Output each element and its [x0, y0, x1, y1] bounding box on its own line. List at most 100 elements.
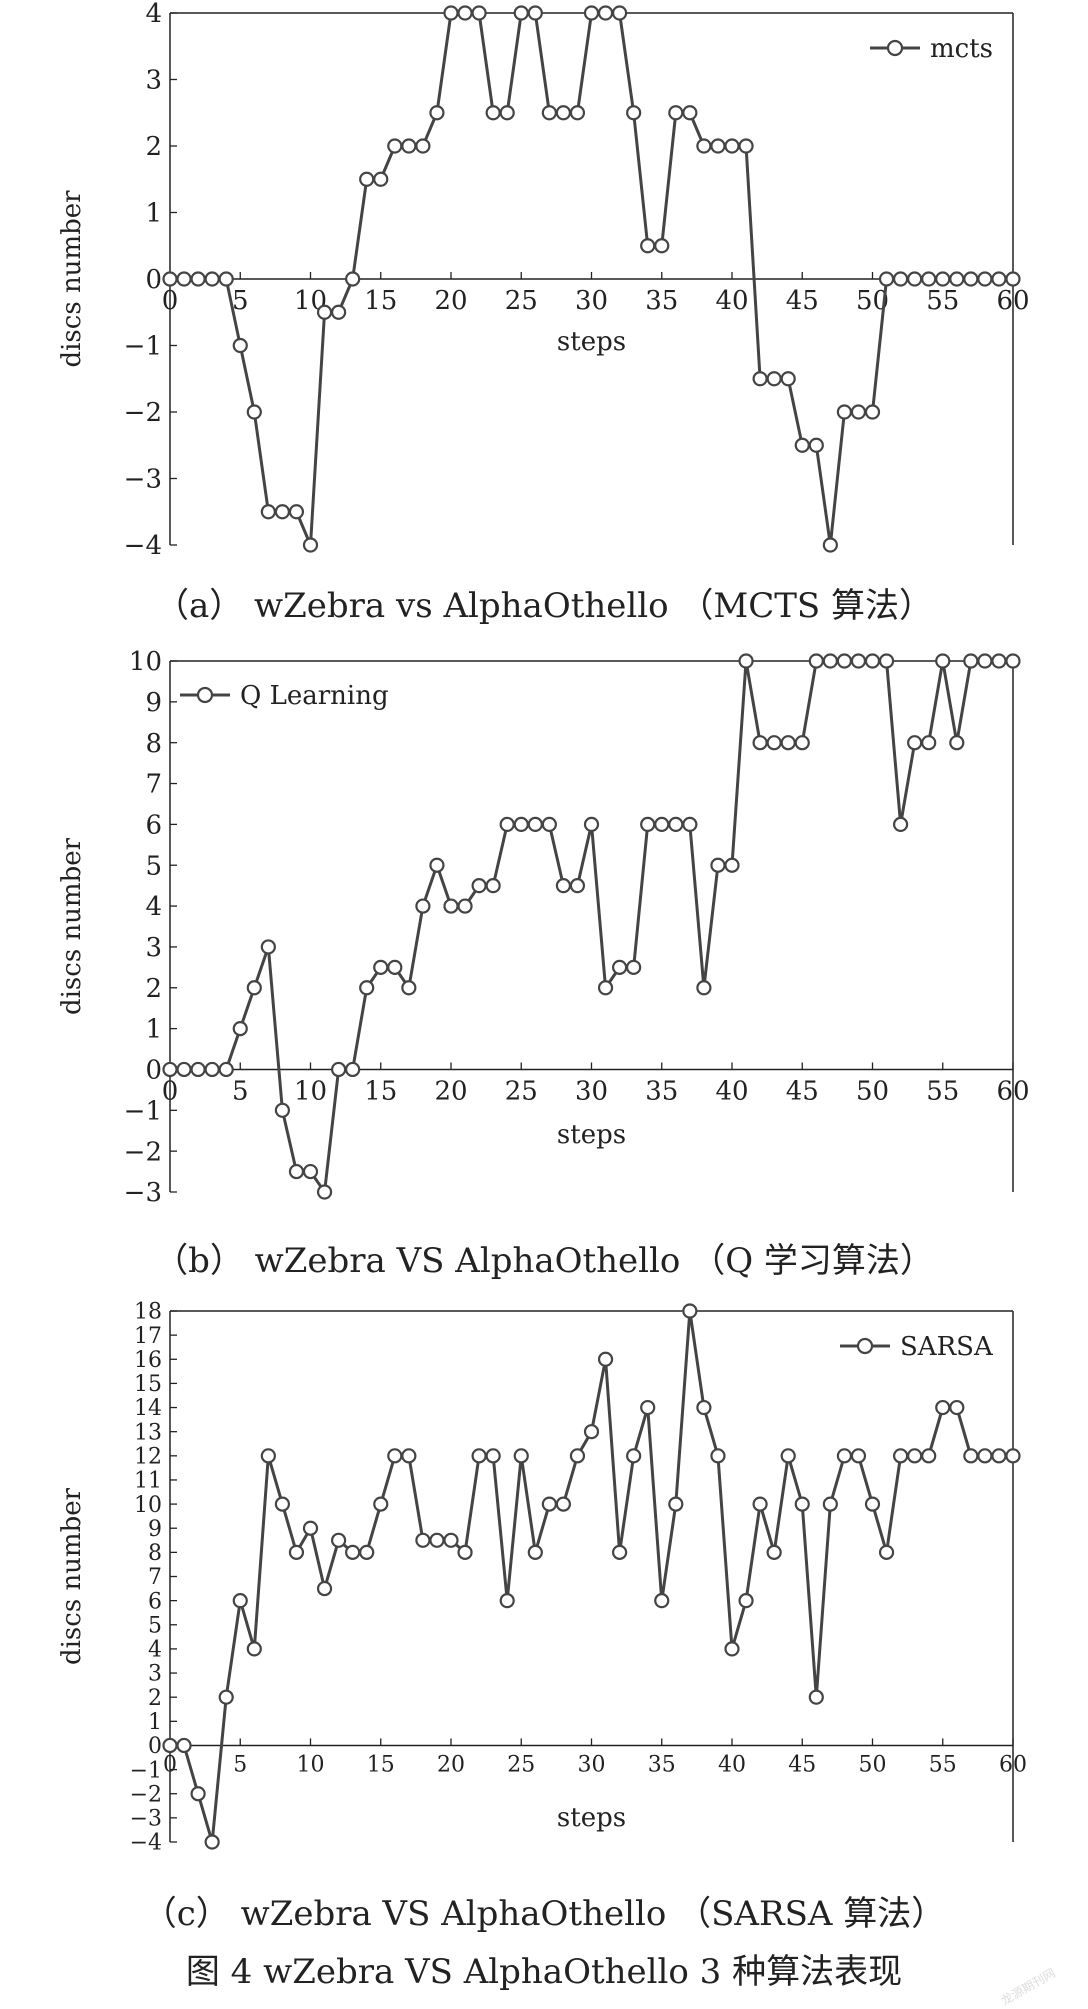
y-tick-label: 3 — [145, 66, 162, 96]
data-point — [808, 437, 824, 453]
data-point — [331, 1061, 347, 1078]
data-point — [513, 816, 529, 832]
data-point — [583, 1424, 600, 1440]
x-tick-label: 55 — [929, 1752, 957, 1777]
data-point — [794, 1496, 810, 1512]
data-point — [949, 1399, 965, 1416]
y-tick-label: 1 — [148, 1710, 162, 1735]
y-tick-label: 7 — [145, 770, 162, 800]
y-tick-label: −2 — [130, 1782, 162, 1807]
x-tick-label: 40 — [715, 1076, 748, 1106]
data-point — [541, 1496, 557, 1512]
y-tick-label: 6 — [148, 1589, 162, 1614]
data-point — [878, 1544, 895, 1560]
data-point — [668, 105, 684, 121]
data-point — [696, 1399, 712, 1416]
x-tick-label: 0 — [163, 1752, 177, 1777]
y-tick-label: 10 — [134, 1493, 162, 1518]
data-point — [569, 1448, 586, 1464]
data-point — [457, 1544, 473, 1560]
data-point — [1005, 271, 1021, 287]
y-tick-label: 3 — [145, 933, 162, 963]
data-point — [836, 653, 853, 669]
data-point — [710, 857, 726, 873]
legend-marker — [886, 39, 904, 57]
data-point — [513, 5, 529, 21]
y-tick-label: −3 — [124, 465, 162, 495]
data-point — [977, 271, 993, 287]
data-point — [780, 371, 796, 387]
x-tick-label: 0 — [162, 286, 179, 316]
y-tick-label: 4 — [148, 1638, 162, 1663]
legend-label: mcts — [930, 34, 993, 64]
data-point — [232, 337, 248, 354]
x-tick-label: 20 — [437, 1752, 465, 1777]
data-point — [668, 1496, 684, 1512]
y-tick-label: 7 — [148, 1565, 162, 1590]
y-tick-label: 15 — [134, 1372, 162, 1397]
data-point — [949, 735, 965, 751]
data-point — [541, 816, 557, 832]
data-point — [738, 1593, 754, 1609]
data-point — [611, 959, 628, 975]
data-point — [991, 1448, 1007, 1464]
data-point — [850, 404, 867, 420]
data-point — [443, 898, 459, 914]
x-tick-label: 55 — [926, 1076, 959, 1106]
data-point — [977, 653, 993, 669]
data-point — [218, 1689, 234, 1705]
data-point — [499, 1593, 515, 1609]
y-tick-label: 4 — [145, 892, 162, 922]
data-point — [935, 653, 951, 669]
data-point — [429, 857, 445, 873]
x-axis-label: steps — [557, 1803, 626, 1833]
y-axis-label: discs number — [57, 190, 87, 368]
x-tick-label: 50 — [856, 1076, 889, 1106]
y-tick-label: 2 — [148, 1686, 162, 1711]
data-point — [597, 1351, 614, 1367]
y-tick-label: 8 — [145, 729, 162, 759]
panel-caption-a: （a） wZebra vs AlphaOthello （MCTS 算法） — [154, 586, 934, 626]
y-tick-label: 2 — [145, 132, 162, 162]
data-point — [359, 980, 375, 996]
data-point — [569, 105, 586, 121]
y-tick-label: 1 — [145, 1015, 162, 1045]
data-point — [654, 238, 670, 254]
y-tick-label: −4 — [124, 531, 162, 561]
data-point — [780, 1448, 796, 1464]
data-point — [963, 1448, 979, 1464]
data-point — [892, 1448, 909, 1464]
data-point — [246, 980, 262, 996]
y-tick-label: −1 — [124, 332, 162, 362]
data-point — [682, 1303, 698, 1319]
data-point — [878, 271, 895, 287]
data-point — [724, 857, 740, 873]
data-point — [626, 959, 642, 975]
data-point — [752, 1496, 768, 1512]
data-point — [850, 653, 867, 669]
y-tick-label: −2 — [124, 1137, 162, 1167]
data-point — [766, 735, 782, 751]
y-tick-label: 3 — [148, 1662, 162, 1687]
data-point — [724, 1641, 740, 1657]
figure-caption: 图 4 wZebra VS AlphaOthello 3 种算法表现 — [185, 1952, 903, 1992]
data-point — [555, 1496, 572, 1512]
data-point — [963, 271, 979, 287]
data-point — [260, 504, 276, 520]
data-point — [668, 816, 684, 832]
data-point — [274, 504, 290, 520]
data-point — [766, 1544, 782, 1560]
data-point — [190, 271, 206, 287]
data-point — [260, 939, 276, 955]
y-tick-label: 11 — [134, 1469, 162, 1494]
x-tick-label: 5 — [233, 1752, 247, 1777]
legend-label: Q Learning — [240, 681, 389, 711]
y-tick-label: 5 — [148, 1613, 162, 1638]
data-point — [373, 959, 389, 975]
x-tick-label: 60 — [999, 1752, 1027, 1777]
data-point — [471, 1448, 487, 1464]
x-tick-label: 15 — [367, 1752, 395, 1777]
data-point — [485, 1448, 501, 1464]
data-point — [1005, 653, 1021, 669]
